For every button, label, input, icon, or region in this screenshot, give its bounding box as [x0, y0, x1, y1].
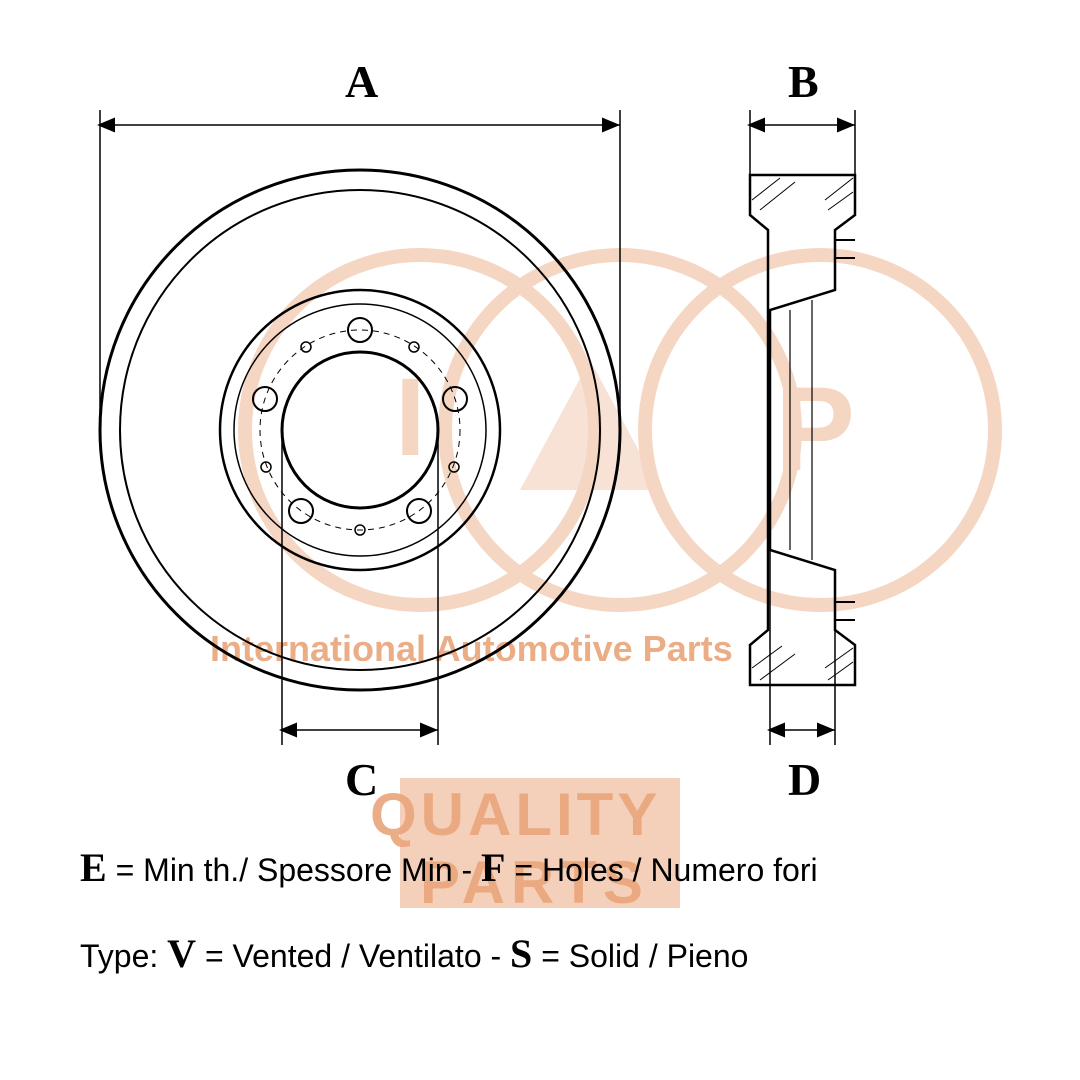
page-container: I P International Automotive Parts QUALI…: [0, 0, 1080, 1080]
legend-e-key: E: [80, 845, 107, 890]
label-d: D: [788, 753, 821, 806]
technical-drawing: [0, 0, 1080, 820]
side-view: [750, 175, 855, 685]
legend-v-text: = Vented / Ventilato -: [196, 938, 510, 974]
legend-s-key: S: [510, 931, 532, 976]
front-view: [100, 170, 620, 690]
legend-f-text: = Holes / Numero fori: [505, 852, 817, 888]
label-a: A: [345, 55, 378, 108]
legend-row-1: E = Min th./ Spessore Min - F = Holes / …: [80, 838, 1000, 898]
legend-e-text: = Min th./ Spessore Min -: [107, 852, 481, 888]
legend-type-prefix: Type:: [80, 938, 167, 974]
legend-s-text: = Solid / Pieno: [532, 938, 748, 974]
legend-v-key: V: [167, 931, 196, 976]
legend: E = Min th./ Spessore Min - F = Holes / …: [80, 838, 1000, 984]
dimension-b: [750, 110, 855, 175]
dimension-c: [282, 430, 438, 745]
legend-row-2: Type: V = Vented / Ventilato - S = Solid…: [80, 924, 1000, 984]
legend-f-key: F: [481, 845, 505, 890]
label-b: B: [788, 55, 819, 108]
dimension-a: [100, 110, 620, 430]
label-c: C: [345, 753, 378, 806]
